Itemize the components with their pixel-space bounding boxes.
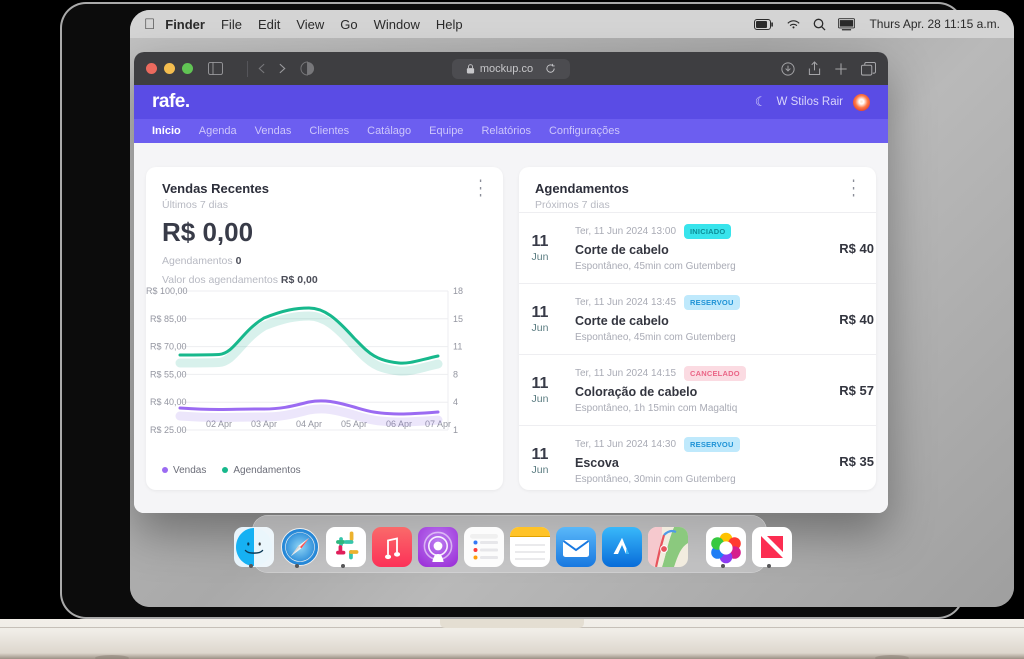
svg-text:15: 15	[453, 314, 463, 324]
svg-text:R$ 40,00: R$ 40,00	[150, 397, 187, 407]
svg-text:11: 11	[453, 342, 462, 352]
svg-text:4: 4	[453, 397, 458, 407]
svg-text:R$ 70,00: R$ 70,00	[150, 342, 187, 352]
svg-text:R$ 25,00: R$ 25,00	[150, 425, 187, 433]
svg-text:R$ 100,00: R$ 100,00	[146, 286, 188, 296]
svg-text:8: 8	[453, 369, 458, 379]
svg-text:04 Apr: 04 Apr	[296, 419, 322, 429]
svg-text:1: 1	[453, 425, 458, 433]
svg-text:18: 18	[453, 286, 463, 296]
svg-text:R$ 55,00: R$ 55,00	[150, 369, 187, 379]
svg-text:R$ 85,00: R$ 85,00	[150, 314, 187, 324]
